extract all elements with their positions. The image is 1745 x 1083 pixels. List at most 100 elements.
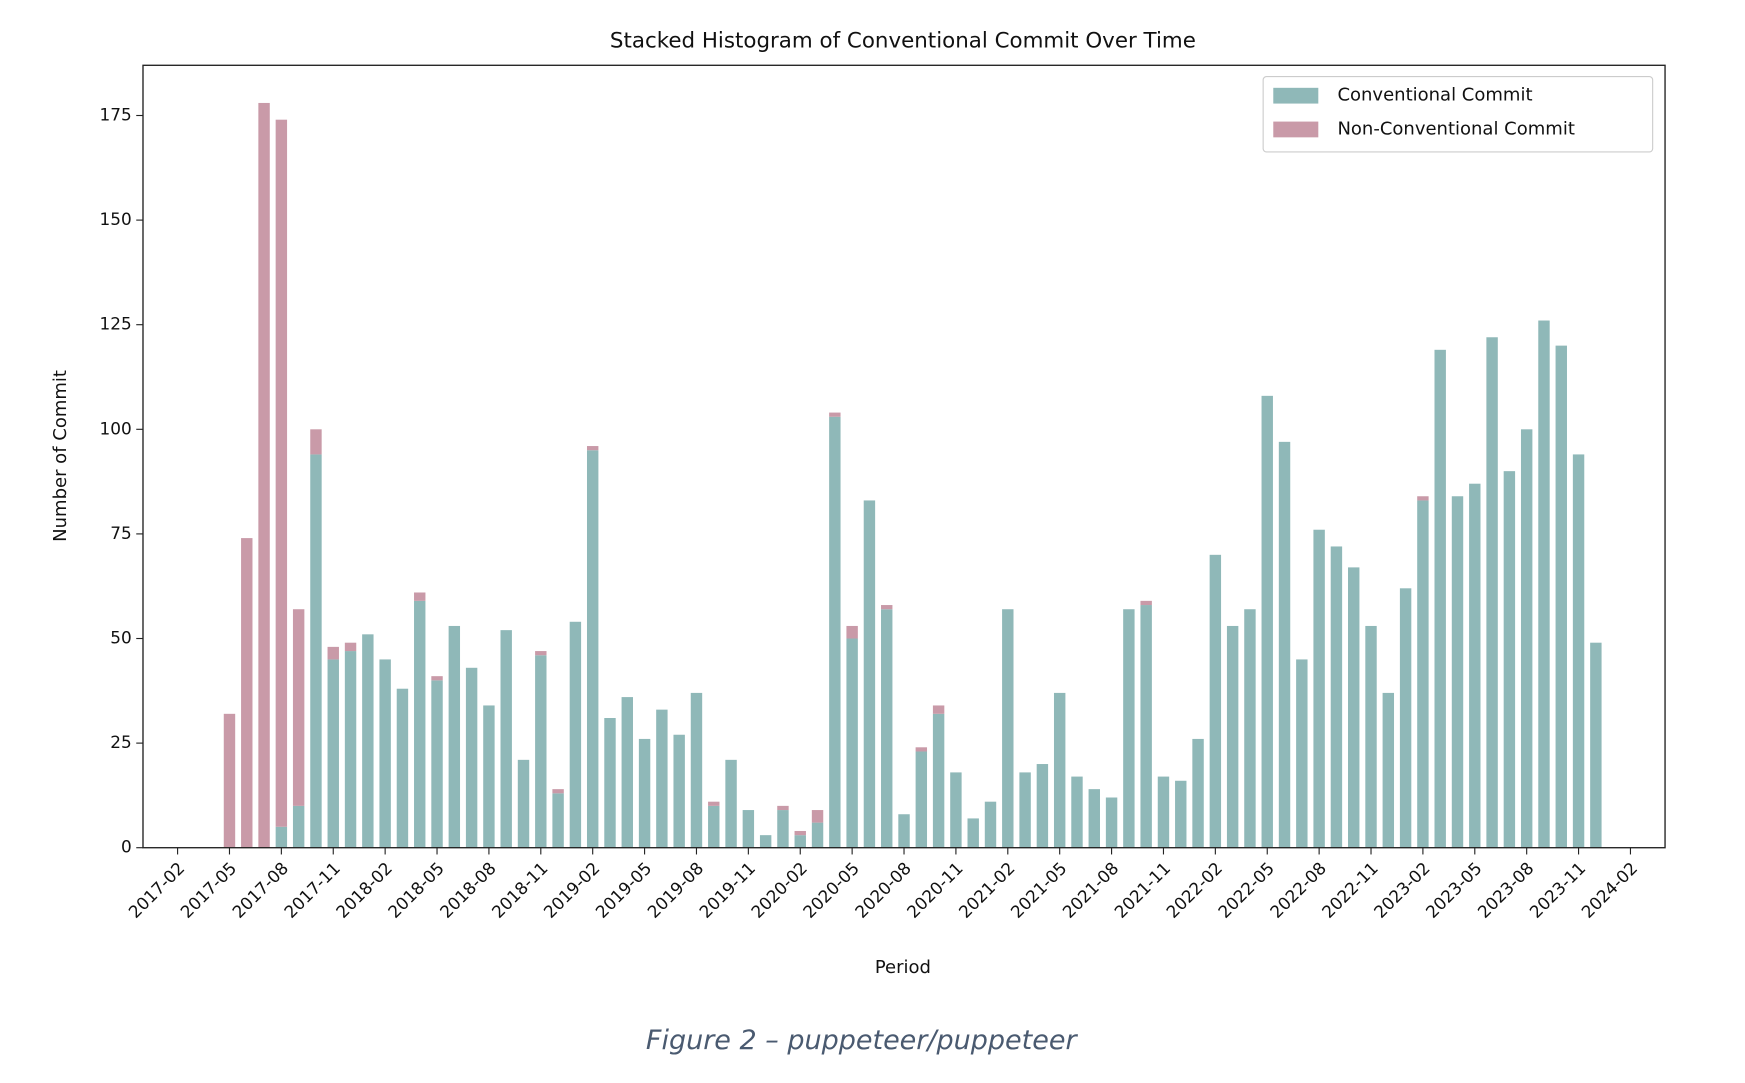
- x-tick-label: 2020-11: [903, 858, 967, 922]
- x-tick-label: 2022-08: [1266, 858, 1330, 922]
- x-tick-label: 2017-05: [176, 858, 240, 922]
- bar-segment: [759, 835, 772, 848]
- y-tick-label: 50: [110, 628, 131, 648]
- x-tick-label: 2018-02: [332, 858, 396, 922]
- bar-segment: [1261, 395, 1273, 848]
- bar-segment: [881, 605, 893, 610]
- bar-segment: [1520, 429, 1533, 848]
- y-tick-label: 125: [100, 314, 132, 334]
- bar-segment: [344, 642, 357, 652]
- x-tick-label: 2022-11: [1318, 858, 1382, 922]
- x-tick-label: 2020-05: [799, 858, 863, 922]
- bar-segment: [483, 705, 495, 848]
- bar-segment: [638, 738, 651, 848]
- x-tick-label: 2019-02: [540, 858, 604, 922]
- bar-segment: [1175, 780, 1187, 848]
- bar-segment: [1123, 609, 1135, 848]
- x-tick-label: 2024-02: [1577, 858, 1641, 922]
- bar-segment: [898, 814, 910, 848]
- bar-segment: [1140, 605, 1152, 848]
- bar-segment: [1503, 471, 1516, 848]
- bar-segment: [811, 810, 824, 823]
- bar-segment: [604, 718, 616, 848]
- bar-segment: [1296, 659, 1308, 848]
- legend-label: Conventional Commit: [1337, 85, 1532, 106]
- x-tick-label: 2018-11: [488, 858, 552, 922]
- y-tick-label: 100: [100, 418, 132, 438]
- bar-segment: [984, 801, 997, 848]
- bar-segment: [379, 659, 391, 848]
- bar-segment: [1330, 546, 1343, 848]
- bar-segment: [275, 119, 288, 827]
- y-axis-label: Number of Commit: [50, 370, 71, 542]
- bar-segment: [1399, 588, 1412, 848]
- bar-segment: [327, 659, 339, 848]
- bar-segment: [517, 759, 530, 848]
- bar-segment: [1313, 529, 1325, 848]
- bar-segment: [1002, 609, 1014, 848]
- x-tick-label: 2019-08: [643, 858, 707, 922]
- bar-segment: [396, 688, 409, 848]
- bar-segment: [1071, 776, 1083, 848]
- bar-segment: [777, 810, 789, 848]
- bar-segment: [725, 759, 737, 848]
- bar-segment: [1469, 483, 1481, 848]
- bar-segment: [1382, 692, 1395, 848]
- y-tick-label: 175: [100, 105, 132, 125]
- x-tick-label: 2021-05: [1007, 858, 1071, 922]
- bar-segment: [535, 651, 547, 656]
- bar-segment: [932, 705, 945, 714]
- x-tick-label: 2023-05: [1422, 858, 1486, 922]
- bar-segment: [414, 600, 426, 848]
- bar-segment: [708, 805, 720, 848]
- chart-title: Stacked Histogram of Conventional Commit…: [610, 29, 1196, 54]
- bar-segment: [241, 538, 253, 848]
- bar-segment: [569, 621, 582, 848]
- legend-swatch: [1273, 87, 1319, 104]
- x-tick-label: 2017-08: [228, 858, 292, 922]
- bar-segment: [829, 416, 841, 848]
- bar-segment: [448, 625, 461, 848]
- bar-segment: [950, 772, 962, 848]
- x-tick-label: 2020-08: [851, 858, 915, 922]
- bar-segment: [586, 450, 599, 848]
- bar-segment: [465, 667, 478, 848]
- bar-segment: [915, 747, 928, 752]
- bar-segment: [431, 680, 443, 848]
- bar-segment: [258, 102, 270, 848]
- y-tick-label: 75: [110, 523, 131, 543]
- bar-segment: [967, 818, 979, 848]
- x-tick-label: 2023-02: [1370, 858, 1434, 922]
- x-tick-label: 2023-11: [1525, 858, 1589, 922]
- y-tick-label: 25: [110, 732, 131, 752]
- x-tick-label: 2017-11: [280, 858, 344, 922]
- bar-segment: [846, 638, 858, 848]
- bar-segment: [1019, 772, 1031, 848]
- bar-segment: [621, 697, 633, 848]
- legend-swatch: [1273, 121, 1319, 138]
- bar-segment: [829, 412, 841, 417]
- bar-segment: [932, 713, 945, 848]
- bar-segment: [1555, 345, 1567, 848]
- x-tick-label: 2023-08: [1474, 858, 1538, 922]
- x-tick-label: 2018-08: [436, 858, 500, 922]
- x-tick-label: 2018-05: [384, 858, 448, 922]
- caption: Figure 2 – puppeteer/puppeteer: [646, 1025, 1079, 1056]
- bar-segment: [1538, 320, 1550, 848]
- bar-segment: [1209, 554, 1222, 848]
- bar-segment: [1590, 642, 1602, 848]
- bar-segment: [327, 646, 339, 660]
- bar-segment: [310, 429, 322, 455]
- bar-segment: [656, 709, 668, 848]
- x-tick-label: 2021-02: [955, 858, 1019, 922]
- x-axis-label: Period: [875, 957, 931, 978]
- bar-segment: [1417, 496, 1429, 501]
- bar-segment: [1140, 600, 1152, 606]
- bar-segment: [863, 500, 876, 848]
- bar-segment: [362, 634, 374, 848]
- x-tick-label: 2021-08: [1058, 858, 1122, 922]
- bar-segment: [1417, 500, 1429, 848]
- bar-segment: [1365, 625, 1377, 848]
- bar-segment: [1451, 496, 1464, 848]
